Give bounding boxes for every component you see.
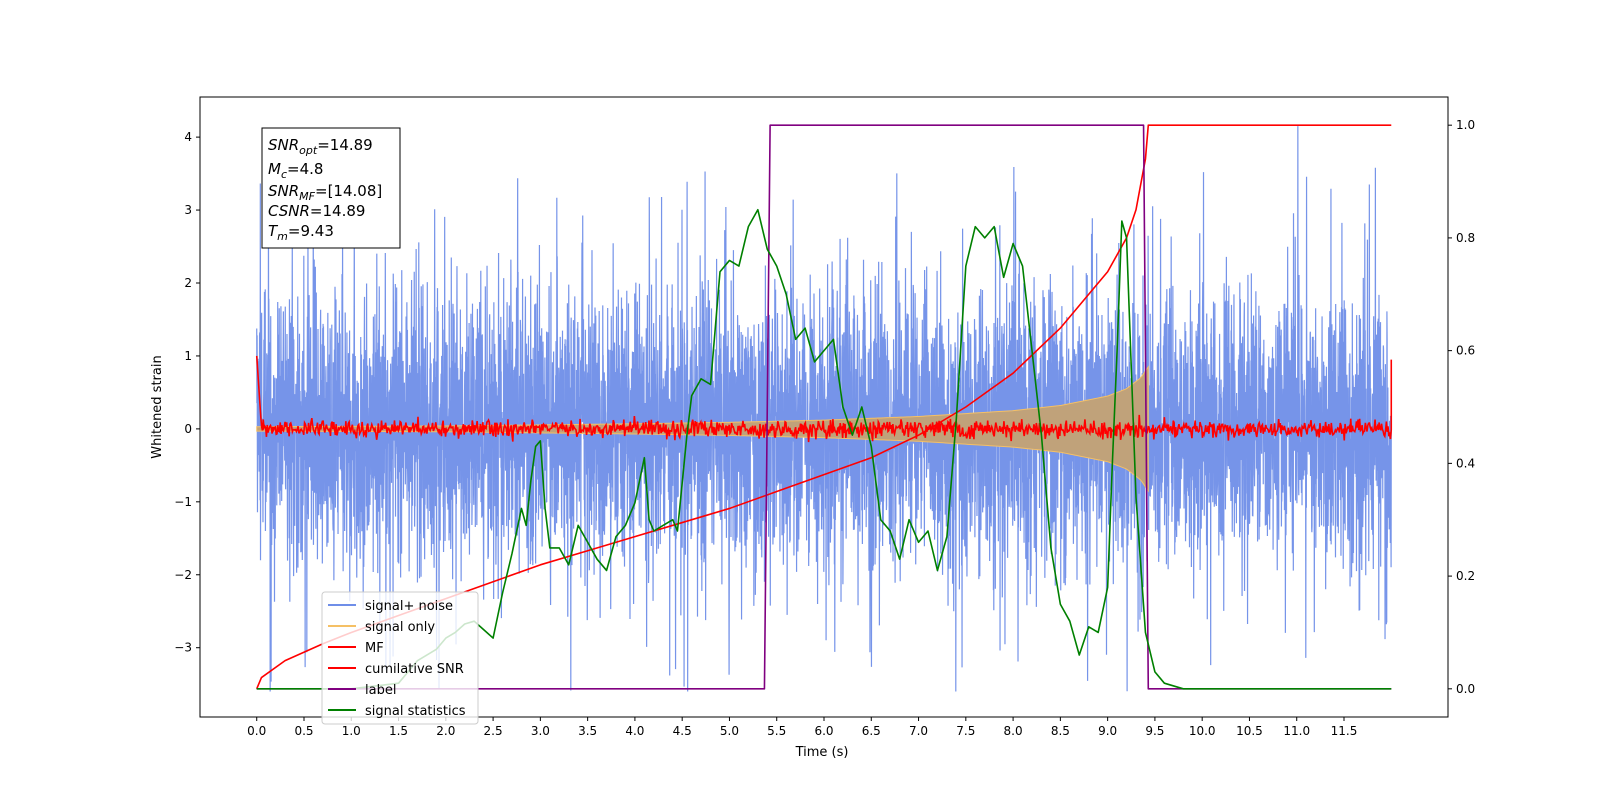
y2-axis-ticks: 0.0 0.2 0.4 0.6 0.8 1.0 xyxy=(1448,118,1475,696)
x-tick-label: 7.5 xyxy=(956,724,975,738)
y2-tick-label: 0.4 xyxy=(1456,456,1475,470)
x-tick-label: 2.5 xyxy=(484,724,503,738)
y-tick-label: 0 xyxy=(184,422,192,436)
info-line-tm: Tm=9.43 xyxy=(268,222,334,243)
x-tick-label: 4.0 xyxy=(625,724,644,738)
x-tick-label: 6.5 xyxy=(862,724,881,738)
legend-label-mf: MF xyxy=(365,641,384,656)
x-tick-label: 1.5 xyxy=(389,724,408,738)
legend-label-signal-only: signal only xyxy=(365,620,435,635)
legend-label-cumulative-snr: cumilative SNR xyxy=(365,662,464,677)
x-tick-label: 0.5 xyxy=(294,724,313,738)
y-tick-label: −2 xyxy=(174,568,192,582)
y2-tick-label: 0.2 xyxy=(1456,569,1475,583)
x-tick-label: 0.0 xyxy=(247,724,266,738)
info-line-snr-opt: SNRopt=14.89 xyxy=(268,136,373,157)
legend-label-signal-statistics: signal statistics xyxy=(365,704,466,719)
legend: signal+ noise signal only MF cumilative … xyxy=(321,591,479,725)
x-tick-label: 7.0 xyxy=(909,724,928,738)
y-tick-label: 4 xyxy=(184,130,192,144)
x-tick-label: 9.0 xyxy=(1098,724,1117,738)
y-tick-label: −3 xyxy=(174,641,192,655)
info-line-snr-mf: SNRMF=[14.08] xyxy=(268,182,382,203)
legend-label-label: label xyxy=(365,683,396,698)
info-line-csnr: CSNR=14.89 xyxy=(268,202,365,220)
x-tick-label: 4.5 xyxy=(673,724,692,738)
y2-tick-label: 1.0 xyxy=(1456,118,1475,132)
x-tick-label: 10.0 xyxy=(1189,724,1216,738)
x-axis-ticks: 0.0 0.5 1.0 1.5 2.0 2.5 3.0 3.5 4.0 4.5 5.0 5.5 6.0 6… xyxy=(247,717,1357,738)
y-tick-label: 3 xyxy=(184,203,192,217)
legend-frame xyxy=(321,591,479,725)
x-tick-label: 5.0 xyxy=(720,724,739,738)
x-tick-label: 9.5 xyxy=(1145,724,1164,738)
info-box-frame xyxy=(261,127,401,249)
x-tick-label: 5.5 xyxy=(767,724,786,738)
x-axis-label: Time (s) xyxy=(795,745,849,760)
info-box: SNRopt=14.89 Mc=4.8 SNRMF=[14.08] CSNR=1… xyxy=(261,127,401,249)
y2-tick-label: 0.8 xyxy=(1456,231,1475,245)
x-tick-label: 11.5 xyxy=(1331,724,1358,738)
series-signal-statistics-line xyxy=(256,208,1392,690)
y-tick-label: −1 xyxy=(174,495,192,509)
x-tick-label: 11.0 xyxy=(1283,724,1310,738)
y2-tick-label: 0.6 xyxy=(1456,344,1475,358)
x-tick-label: 8.5 xyxy=(1051,724,1070,738)
series-mf-line xyxy=(255,355,1393,443)
x-tick-label: 3.5 xyxy=(578,724,597,738)
x-tick-label: 6.0 xyxy=(814,724,833,738)
x-tick-label: 10.5 xyxy=(1236,724,1263,738)
y-axis-ticks: −3 −2 −1 0 1 2 3 4 xyxy=(174,130,200,655)
x-tick-label: 1.0 xyxy=(342,724,361,738)
x-tick-label: 3.0 xyxy=(531,724,550,738)
info-line-mc: Mc=4.8 xyxy=(268,160,323,181)
x-tick-label: 2.0 xyxy=(436,724,455,738)
y-tick-label: 2 xyxy=(184,276,192,290)
y-tick-label: 1 xyxy=(184,349,192,363)
y2-tick-label: 0.0 xyxy=(1456,682,1475,696)
x-tick-label: 8.0 xyxy=(1004,724,1023,738)
legend-label-signal-noise: signal+ noise xyxy=(365,599,453,614)
y-axis-label: Whitened strain xyxy=(150,355,165,458)
